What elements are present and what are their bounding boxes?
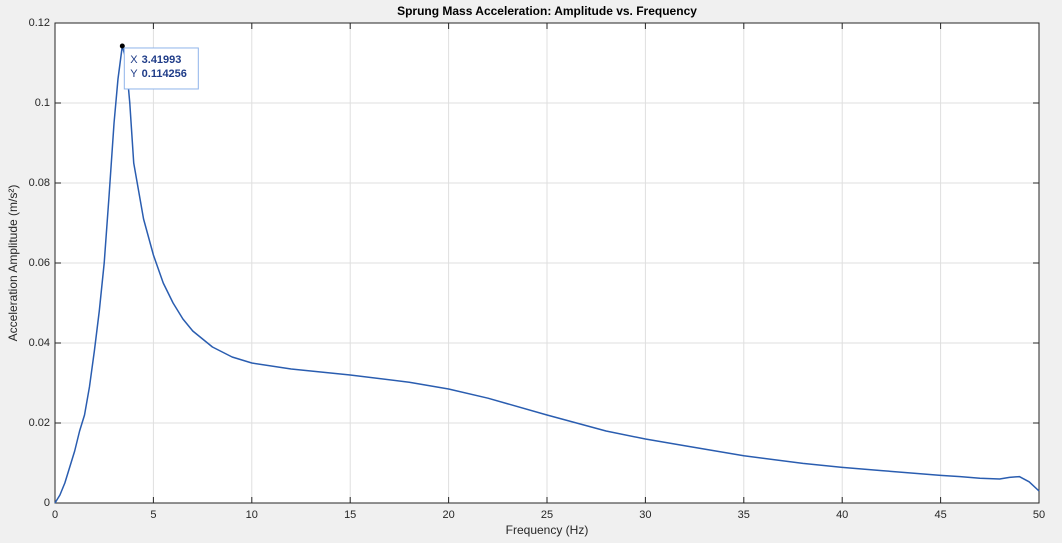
datatip-name: X	[130, 54, 138, 66]
datatip-value: 0.114256	[142, 68, 187, 80]
x-tick-label: 10	[246, 509, 258, 521]
x-tick-label: 30	[639, 509, 651, 521]
datatip-value: 3.41993	[142, 54, 182, 66]
x-tick-label: 35	[738, 509, 750, 521]
x-tick-label: 25	[541, 509, 553, 521]
x-tick-label: 15	[344, 509, 356, 521]
datatip-row: Y 0.114256	[130, 68, 187, 80]
x-tick-label: 40	[836, 509, 848, 521]
x-axis-label: Frequency (Hz)	[506, 523, 589, 537]
y-tick-label: 0.12	[29, 17, 50, 29]
data-line	[54, 45, 1040, 504]
x-tick-label: 50	[1033, 509, 1045, 521]
y-axis-label: Acceleration Amplitude (m/s²)	[6, 185, 20, 342]
datatip-point	[119, 43, 125, 49]
y-tick-label: 0.06	[29, 257, 50, 269]
datatip-box	[123, 47, 199, 90]
datatip-row: X 3.41993	[130, 54, 181, 66]
y-tick-label: 0	[44, 497, 50, 509]
x-tick-label: 20	[442, 509, 454, 521]
y-tick-label: 0.02	[29, 417, 50, 429]
x-tick-label: 5	[150, 509, 156, 521]
y-tick-label: 0.1	[35, 97, 50, 109]
y-tick-label: 0.04	[29, 337, 50, 349]
y-tick-label: 0.08	[29, 177, 50, 189]
x-tick-label: 0	[52, 509, 58, 521]
x-tick-label: 45	[934, 509, 946, 521]
axes-box	[54, 22, 1040, 504]
chart-title: Sprung Mass Acceleration: Amplitude vs. …	[397, 4, 697, 18]
datatip-name: Y	[130, 68, 138, 80]
